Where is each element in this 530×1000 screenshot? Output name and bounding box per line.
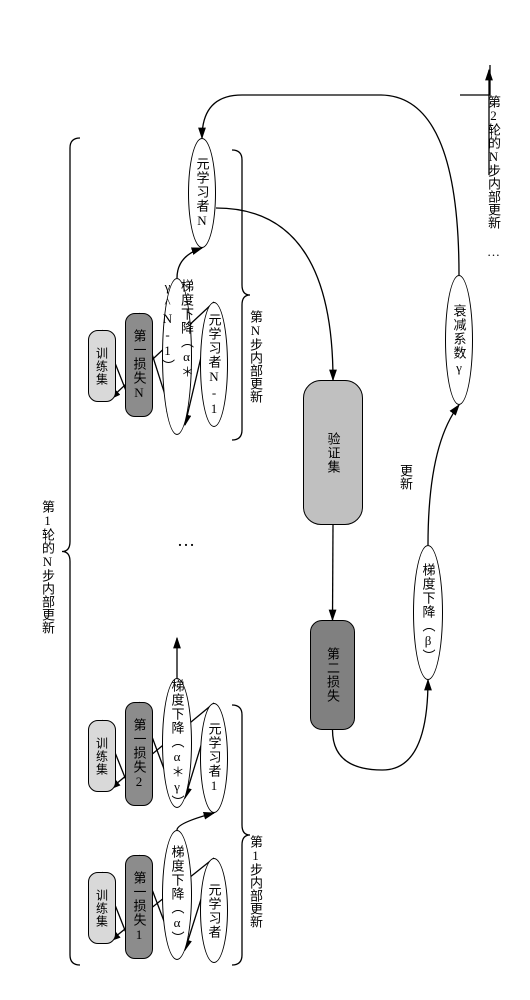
- node-train0: 训练集: [88, 872, 116, 944]
- annotation: 第2轮的N步内部更新 …: [484, 95, 503, 259]
- annotation: 第1轮的N步内部更新: [38, 500, 57, 634]
- node-label: 第一损失2: [130, 718, 149, 790]
- node-grad_ag: 梯度下降（α＊γ）: [162, 678, 192, 808]
- node-label: 梯度下降（α＊γ）: [168, 679, 187, 807]
- node-learner0: 元学习者: [200, 858, 228, 963]
- node-learnerNm1: 元学习者N-1: [200, 302, 228, 427]
- node-label: 元学习者N-1: [205, 313, 224, 417]
- node-label: 训练集: [94, 347, 111, 386]
- node-grad_a: 梯度下降（α）: [162, 830, 192, 960]
- node-label: 验证集: [324, 432, 343, 474]
- node-label: 元学习者N: [193, 157, 212, 229]
- arrows-layer: [0, 0, 530, 1000]
- annotation: 第N步内部更新: [246, 310, 265, 403]
- ellipsis: …: [175, 530, 196, 550]
- node-loss2: 第二损失: [310, 620, 355, 730]
- node-label: 元学习者: [205, 883, 224, 939]
- node-learner1: 元学习者1: [200, 703, 228, 813]
- node-label: 梯度下降（α）: [168, 845, 187, 945]
- node-label: 第一损失N: [130, 329, 149, 401]
- node-loss1_1: 第一损失1: [125, 855, 153, 959]
- node-validation: 验证集: [303, 380, 363, 525]
- node-decay: 衰减系数γ: [445, 275, 473, 405]
- node-grad_agn: 梯度下降（α＊γ^N-1）: [162, 278, 192, 435]
- node-train1: 训练集: [88, 720, 116, 792]
- node-label: 训练集: [94, 737, 111, 776]
- node-loss1_N: 第一损失N: [125, 313, 153, 417]
- node-label: 梯度下降（β）: [419, 563, 438, 663]
- node-label: 第一损失1: [130, 871, 149, 943]
- node-grad_b: 梯度下降（β）: [413, 545, 443, 680]
- node-loss1_2: 第一损失2: [125, 702, 153, 806]
- annotation: 第1步内部更新: [246, 835, 265, 928]
- node-label: 训练集: [94, 889, 111, 928]
- node-label: 元学习者1: [205, 722, 224, 794]
- node-learnerN: 元学习者N: [188, 138, 216, 248]
- node-trainN: 训练集: [88, 330, 116, 402]
- node-label: 梯度下降（α＊γ^N-1）: [158, 279, 196, 434]
- node-label: 第二损失: [323, 647, 342, 703]
- node-label: 衰减系数γ: [450, 304, 469, 376]
- annotation: 更新: [396, 464, 415, 490]
